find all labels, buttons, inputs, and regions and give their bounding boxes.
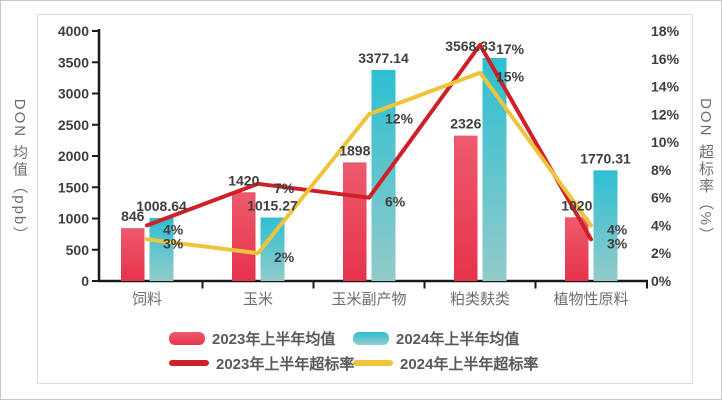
chart-legend: 2023年上半年均值 2024年上半年均值 2023年上半年超标率 2024年上… xyxy=(169,327,538,374)
line-value-label: 6% xyxy=(385,194,406,210)
y-axis-tick-label: 3500 xyxy=(58,54,89,70)
right-axis-tick-label: 6% xyxy=(651,190,672,206)
bar-value-label: 1015.27 xyxy=(247,198,298,214)
line-value-label: 3% xyxy=(607,235,628,251)
right-axis-tick-label: 16% xyxy=(651,51,680,67)
bar-value-label: 3377.14 xyxy=(358,50,409,66)
category-label: 粕类麸类 xyxy=(450,291,510,308)
bar-value-label: 1898 xyxy=(339,142,370,158)
left-axis-title: DON 均值（ppb） xyxy=(11,98,28,244)
y-axis-tick-label: 0 xyxy=(81,273,89,289)
bar-series-0 xyxy=(454,135,478,281)
bar-series-0 xyxy=(232,192,256,281)
right-axis-tick-label: 18% xyxy=(651,23,680,39)
line-value-label: 12% xyxy=(385,110,414,126)
legend-label-2024-mean: 2024年上半年均值 xyxy=(396,330,520,348)
bar-value-label: 1008.64 xyxy=(136,198,187,214)
bar-series-0 xyxy=(121,228,145,281)
y-axis-tick-label: 1500 xyxy=(58,179,89,195)
legend-label-2023-mean: 2023年上半年均值 xyxy=(212,330,336,348)
legend-item-2023-mean: 2023年上半年均值 xyxy=(169,328,353,349)
line-value-label: 3% xyxy=(163,235,184,251)
right-axis-tick-label: 2% xyxy=(651,245,672,261)
legend-line-swatch-2023 xyxy=(169,360,209,366)
category-label: 饲料 xyxy=(132,291,162,308)
right-axis-tick-label: 14% xyxy=(651,79,680,95)
legend-bar-swatch-2024 xyxy=(353,331,389,345)
y-axis-tick-label: 2000 xyxy=(58,148,89,164)
line-value-label: 7% xyxy=(274,180,295,196)
line-value-label: 15% xyxy=(496,69,525,85)
category-label: 玉米 xyxy=(243,291,273,308)
y-axis-tick-label: 2500 xyxy=(58,117,89,133)
bar-value-label: 2326 xyxy=(450,116,481,132)
bar-value-label: 3568.33 xyxy=(445,38,496,54)
line-value-label: 2% xyxy=(274,249,295,265)
legend-bar-swatch-2023 xyxy=(169,331,205,345)
right-axis-tick-label: 8% xyxy=(651,162,672,178)
category-label: 植物性原料 xyxy=(553,291,628,308)
y-axis-tick-label: 4000 xyxy=(58,23,89,39)
category-label: 玉米副产物 xyxy=(331,291,406,308)
y-axis-tick-label: 1000 xyxy=(58,211,89,227)
y-axis-tick-label: 500 xyxy=(66,242,90,258)
line-value-label: 17% xyxy=(496,41,525,57)
legend-label-2023-rate: 2023年上半年超标率 xyxy=(216,355,355,373)
line-value-label: 4% xyxy=(607,221,628,237)
trend-line-series-2 xyxy=(145,42,593,242)
y-axis-tick-label: 3000 xyxy=(58,86,89,102)
legend-item-2024-rate: 2024年上半年超标率 xyxy=(353,353,538,374)
legend-line-swatch-2024 xyxy=(353,360,393,366)
trend-line-series-3 xyxy=(145,70,593,256)
bar-value-label: 1420 xyxy=(228,172,259,188)
legend-item-2023-rate: 2023年上半年超标率 xyxy=(169,353,355,374)
right-axis-title: DON 超标率（%） xyxy=(697,98,714,244)
bar-series-0 xyxy=(343,162,367,281)
bar-value-label: 1770.31 xyxy=(580,150,631,166)
legend-label-2024-rate: 2024年上半年超标率 xyxy=(400,355,539,373)
bar-series-0 xyxy=(565,217,589,281)
bar-value-label: 1020 xyxy=(561,197,592,213)
bar-series-1 xyxy=(149,217,174,281)
right-axis-tick-label: 12% xyxy=(651,106,680,122)
legend-item-2024-mean: 2024年上半年均值 xyxy=(353,328,538,349)
right-axis-tick-label: 0% xyxy=(651,273,672,289)
bar-series-1 xyxy=(593,170,618,281)
line-value-label: 4% xyxy=(163,221,184,237)
bar-value-label: 846 xyxy=(121,208,145,224)
right-axis-tick-label: 10% xyxy=(651,134,680,150)
right-axis-tick-label: 4% xyxy=(651,217,672,233)
